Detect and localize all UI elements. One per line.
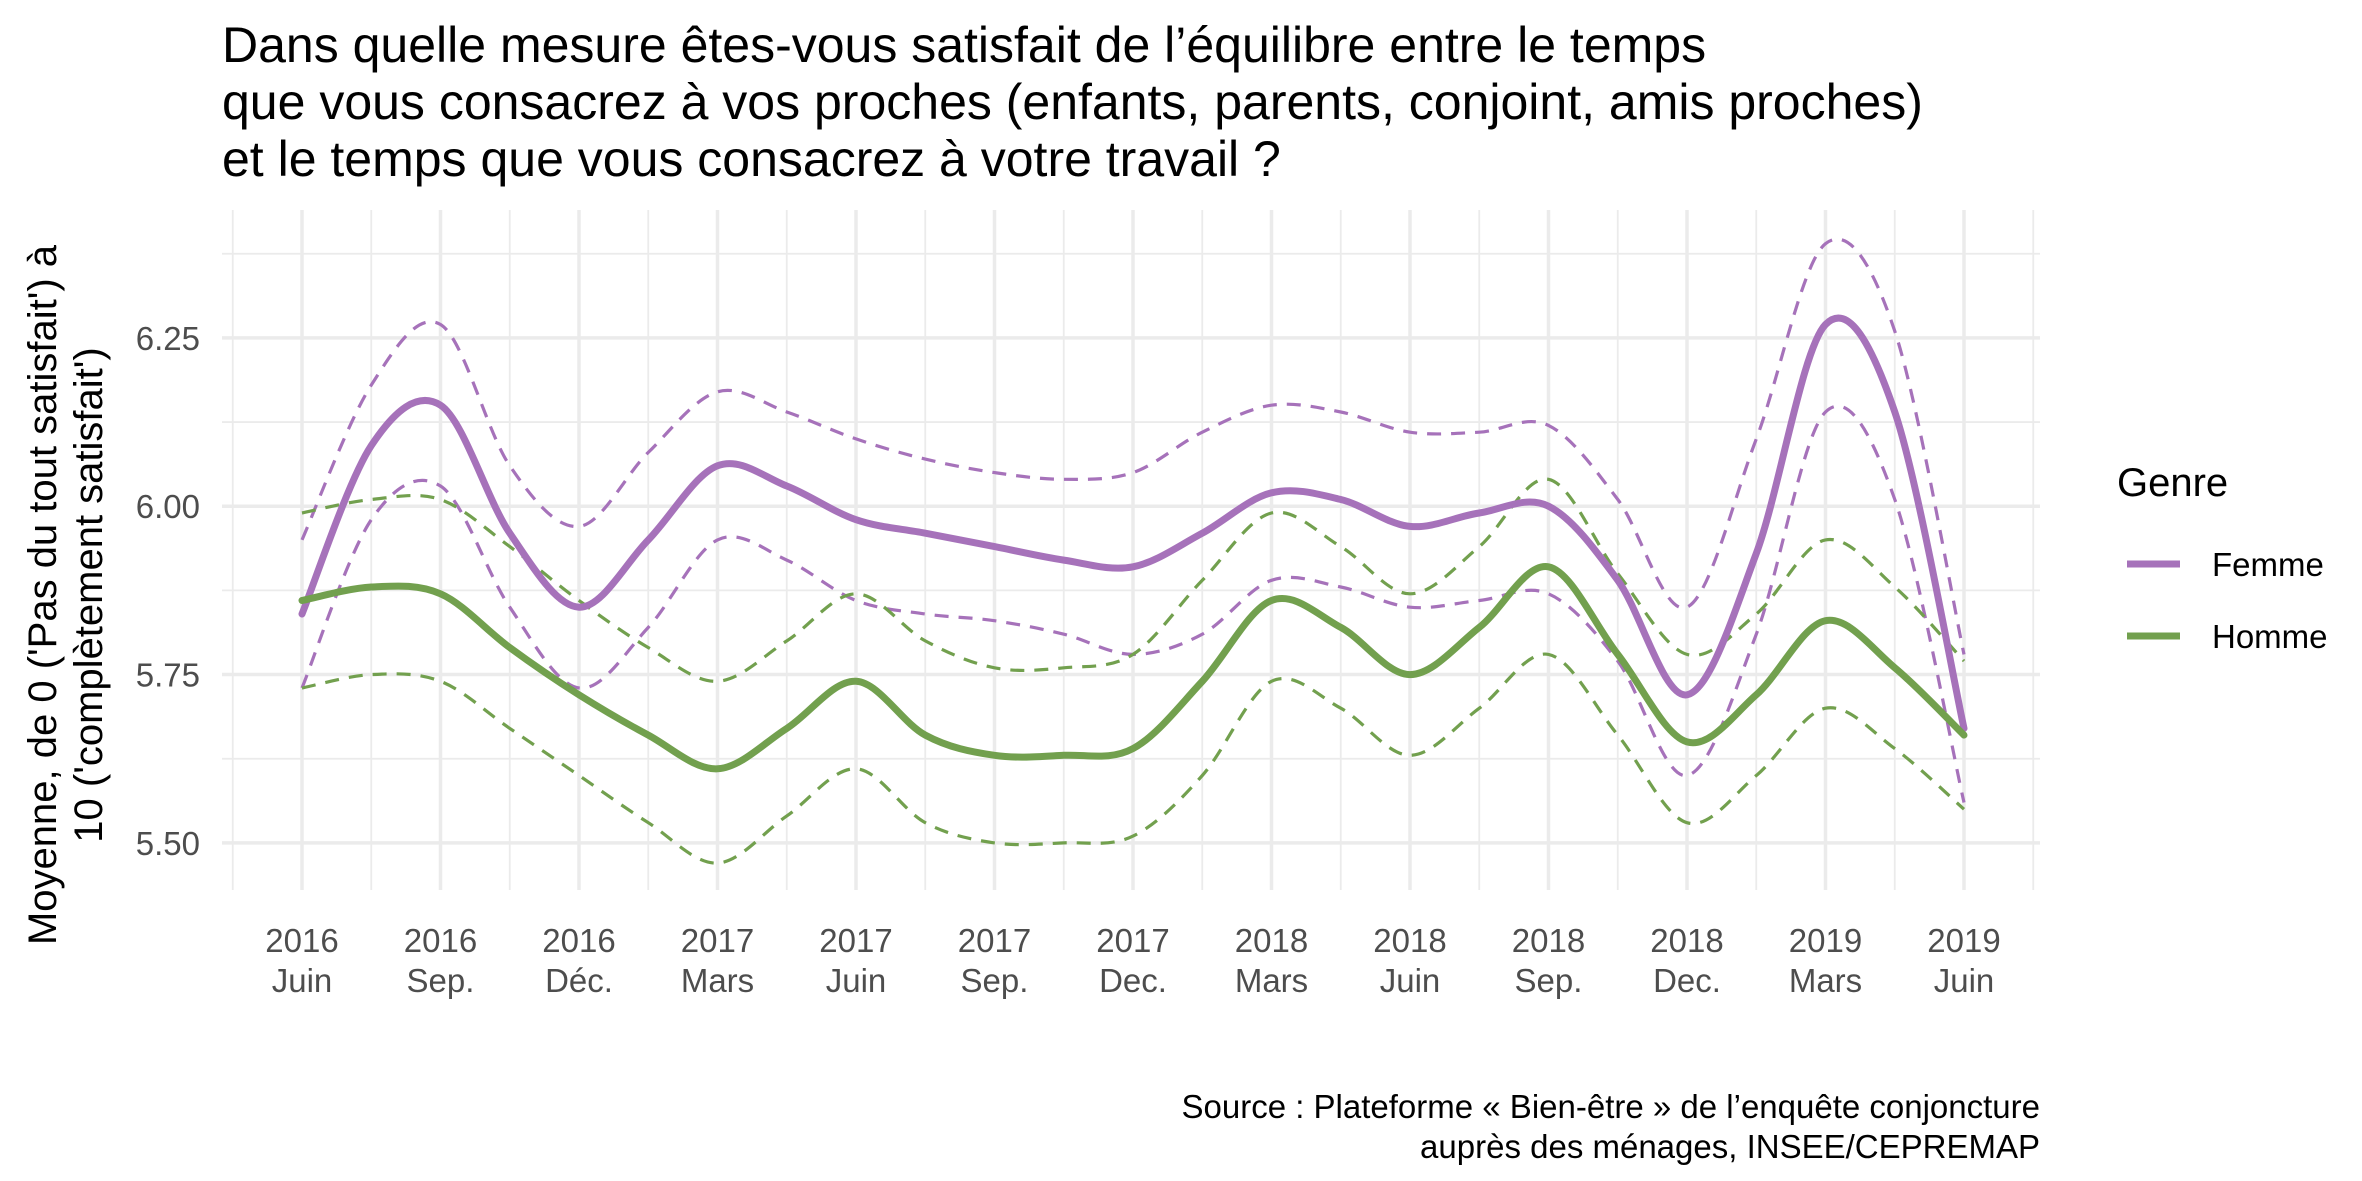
y-tick-label: 6.25 (136, 320, 200, 357)
y-tick-label: 5.50 (136, 825, 200, 862)
series-femme-ci-upper (300, 237, 1966, 655)
caption-line-1: Source : Plateforme « Bien-être » de l’e… (1181, 1088, 2040, 1125)
series-femme-line (298, 314, 1968, 732)
x-tick-label-month: Sep. (407, 962, 475, 999)
caption-line-2: auprès des ménages, INSEE/CEPREMAP (1420, 1128, 2040, 1165)
y-axis-title-line-1: Moyenne, de 0 ('Pas du tout satisfait') … (21, 244, 65, 945)
y-axis-title-line-2: 10 ('complètement satisfait') (67, 347, 111, 842)
x-tick-label-month: Sep. (961, 962, 1029, 999)
series-homme-ci-lower (301, 652, 1966, 865)
x-tick-label-month: Dec. (1653, 962, 1721, 999)
x-tick-label-year: 2017 (681, 922, 754, 959)
y-tick-label: 6.00 (136, 488, 200, 525)
x-tick-label-year: 2018 (1512, 922, 1585, 959)
legend-title: Genre (2117, 461, 2228, 505)
series-femme-ci-lower (300, 404, 1966, 803)
x-tick-label-year: 2017 (819, 922, 892, 959)
x-tick-label-month: Juin (1380, 962, 1441, 999)
y-axis-tick-labels: 5.50 5.75 6.00 6.25 (136, 320, 200, 862)
y-tick-label: 5.75 (136, 657, 200, 694)
legend-label-homme: Homme (2212, 618, 2328, 655)
chart-title-line-3: et le temps que vous consacrez à votre t… (222, 131, 1281, 187)
x-tick-label-month: Déc. (545, 962, 613, 999)
x-tick-label-year: 2017 (958, 922, 1031, 959)
x-tick-label-month: Juin (1934, 962, 1995, 999)
series-layer (298, 237, 1968, 865)
x-tick-label-year: 2019 (1789, 922, 1862, 959)
series-homme-line (298, 563, 1968, 773)
legend: Genre Femme Homme (2117, 461, 2328, 655)
major-gridlines (222, 210, 2040, 890)
minor-gridlines (222, 210, 2040, 890)
x-tick-label-month: Mars (1235, 962, 1308, 999)
y-axis-title: Moyenne, de 0 ('Pas du tout satisfait') … (21, 244, 111, 945)
x-tick-label-year: 2018 (1373, 922, 1446, 959)
x-tick-label-year: 2016 (542, 922, 615, 959)
x-tick-label-month: Sep. (1515, 962, 1583, 999)
chart-title: Dans quelle mesure êtes-vous satisfait d… (222, 17, 1923, 187)
x-tick-label-year: 2019 (1927, 922, 2000, 959)
x-tick-label-year: 2018 (1650, 922, 1723, 959)
x-tick-label-month: Mars (1789, 962, 1862, 999)
chart-caption: Source : Plateforme « Bien-être » de l’e… (1181, 1088, 2040, 1165)
x-tick-label-year: 2016 (404, 922, 477, 959)
chart-title-line-2: que vous consacrez à vos proches (enfant… (222, 74, 1923, 130)
chart-title-line-1: Dans quelle mesure êtes-vous satisfait d… (222, 17, 1706, 73)
legend-label-femme: Femme (2212, 546, 2324, 583)
x-tick-label-month: Juin (272, 962, 333, 999)
x-tick-label-month: Juin (826, 962, 887, 999)
x-tick-label-year: 2016 (265, 922, 338, 959)
x-tick-label-month: Dec. (1099, 962, 1167, 999)
x-axis-tick-labels: 2016Juin2016Sep.2016Déc.2017Mars2017Juin… (265, 922, 2000, 999)
x-tick-label-year: 2017 (1096, 922, 1169, 959)
x-tick-label-year: 2018 (1235, 922, 1308, 959)
x-tick-label-month: Mars (681, 962, 754, 999)
